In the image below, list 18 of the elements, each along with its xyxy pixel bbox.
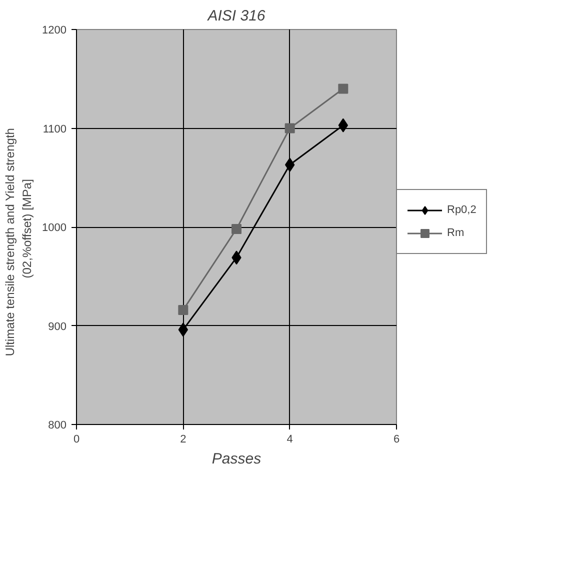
legend-label: Rp0,2: [447, 204, 476, 216]
y-tick-label: 1100: [42, 123, 66, 136]
x-tick-label: 2: [180, 434, 186, 446]
y-tick-label: 900: [48, 320, 67, 333]
y-tick-label: 1000: [42, 222, 67, 234]
x-tick-label: 0: [73, 434, 80, 446]
x-tick-label: 4: [286, 434, 293, 446]
x-tick-label: 6: [393, 434, 400, 446]
chart-title: AISI 316: [206, 8, 266, 24]
x-axis-title: Passes: [212, 450, 262, 468]
legend-label: Rm: [447, 227, 466, 239]
point: [284, 123, 295, 134]
y-axis-title: Ultimate tensile strength and Yield strength (02,%offset) [MPa]: [3, 128, 34, 356]
point: [232, 224, 242, 234]
y-tick-label: 1200: [42, 24, 67, 36]
y-tick-label: 800: [48, 420, 67, 432]
point: [178, 304, 188, 315]
point: [338, 84, 348, 94]
